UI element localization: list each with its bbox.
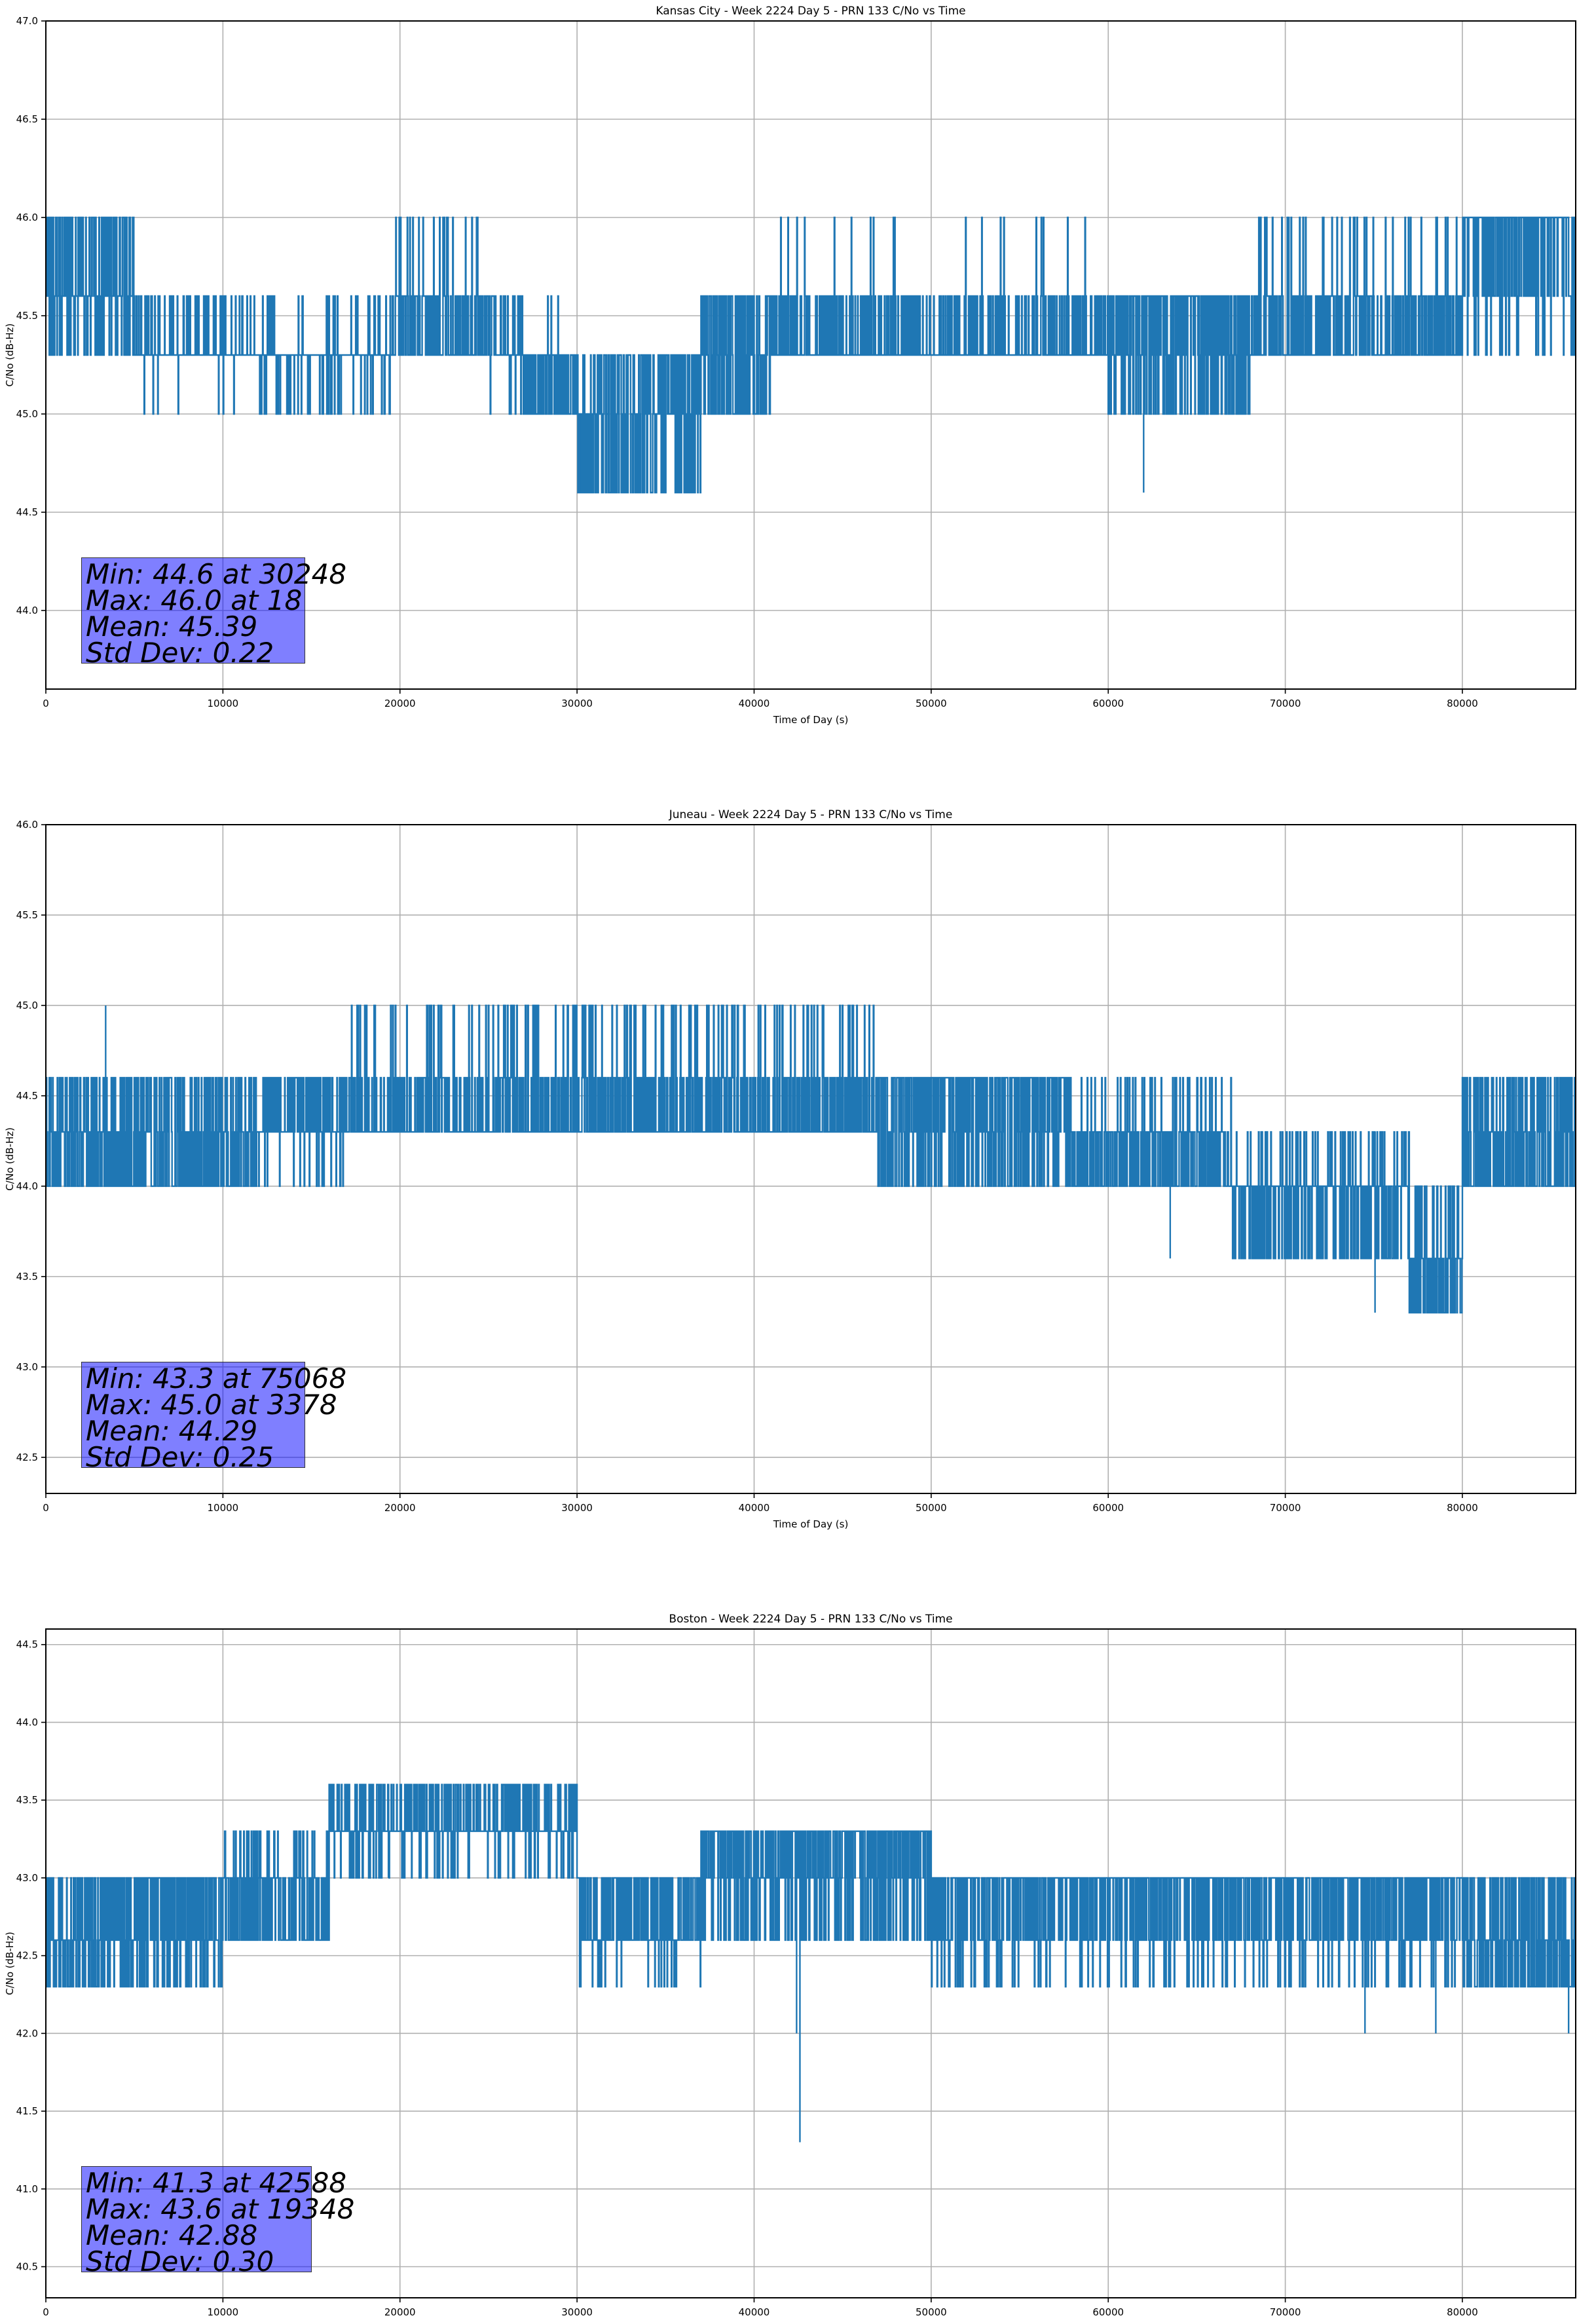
x-tick-label: 80000: [1447, 698, 1478, 709]
y-tick-label: 41.0: [16, 2183, 38, 2195]
chart-juneau: 0 10000 20000 30000 40000 50000 60000 70000 8000…: [4, 808, 1576, 1530]
x-tick-label: 70000: [1270, 698, 1301, 709]
x-tick-label: 20000: [384, 698, 416, 709]
y-tick-label: 44.5: [16, 506, 38, 518]
y-tick-label: 41.5: [16, 2105, 38, 2117]
x-tick-label: 0: [43, 1502, 49, 1514]
x-tick-label: 10000: [208, 1502, 239, 1514]
x-tick-label: 80000: [1447, 2306, 1478, 2318]
y-tick-label: 45.0: [16, 1000, 38, 1011]
x-tick-label: 20000: [384, 1502, 416, 1514]
stats-min: Min: 44.6 at 30248: [86, 558, 347, 590]
x-tick-label: 0: [43, 2306, 49, 2318]
y-tick-label: 42.5: [16, 1950, 38, 1962]
x-tick-label: 40000: [739, 698, 770, 709]
stats-std: Std Dev: 0.25: [86, 1441, 274, 1473]
x-tick-label: 50000: [916, 1502, 947, 1514]
stats-std: Std Dev: 0.22: [86, 637, 274, 669]
data-line-kansas-city: [45, 216, 1576, 494]
x-tick-label: 30000: [561, 1502, 593, 1514]
chart-kansas-city: 0 10000 20000 30000 40000 50000 60000 70000 8000…: [4, 5, 1576, 726]
x-tick-label: 70000: [1270, 2306, 1301, 2318]
stats-min: Min: 41.3 at 42588: [86, 2167, 347, 2199]
chart-title: Juneau - Week 2224 Day 5 - PRN 133 C/No …: [669, 808, 953, 821]
y-tick-label: 46.5: [16, 113, 38, 125]
axes-frame: [45, 1628, 1576, 2298]
x-tick-label: 10000: [208, 698, 239, 709]
stats-mean: Mean: 45.39: [86, 610, 258, 643]
y-tick-label: 47.0: [16, 15, 38, 27]
stats-max: Max: 43.6 at 19348: [86, 2193, 355, 2225]
y-tick-label: 44.0: [16, 1716, 38, 1728]
y-axis-label: C/No (dB-Hz): [4, 324, 16, 387]
y-tick-label: 43.5: [16, 1271, 38, 1283]
y-tick-label: 42.5: [16, 1452, 38, 1463]
y-tick-label: 40.5: [16, 2261, 38, 2273]
x-tick-label: 0: [43, 698, 49, 709]
chart-title: Kansas City - Week 2224 Day 5 - PRN 133 …: [656, 5, 965, 18]
stats-max: Max: 45.0 at 3378: [86, 1389, 337, 1421]
stats-box-kansas-city: Min: 44.6 at 30248 Max: 46.0 at 18 Mean:…: [81, 557, 347, 669]
y-tick-label: 42.0: [16, 2027, 38, 2039]
y-tick-label: 43.0: [16, 1361, 38, 1373]
y-tick-label: 44.0: [16, 605, 38, 616]
x-tick-label: 60000: [1092, 1502, 1124, 1514]
stats-mean: Mean: 42.88: [86, 2219, 258, 2251]
data-line-boston: [45, 1784, 1576, 1988]
y-tick-label: 45.0: [16, 408, 38, 420]
stats-box-juneau: Min: 43.3 at 75068 Max: 45.0 at 3378 Mea…: [81, 1362, 347, 1473]
y-tick-label: 46.0: [16, 212, 38, 223]
y-tick-label: 43.0: [16, 1872, 38, 1884]
data-line-juneau: [46, 1004, 1576, 1314]
x-tick-label: 10000: [208, 2306, 239, 2318]
x-axis-label: Time of Day (s): [773, 714, 849, 726]
stats-mean: Mean: 44.29: [86, 1415, 258, 1447]
y-tick-label: 45.5: [16, 310, 38, 322]
x-tick-label: 30000: [561, 2306, 593, 2318]
x-tick-label: 30000: [561, 698, 593, 709]
x-tick-label: 50000: [916, 2306, 947, 2318]
x-axis-label: Time of Day (s): [773, 2323, 849, 2324]
y-tick-label: 43.5: [16, 1794, 38, 1806]
axes-frame: [45, 824, 1576, 1494]
x-tick-label: 60000: [1092, 2306, 1124, 2318]
y-axis-label: C/No (dB-Hz): [4, 1932, 16, 1995]
chart-title: Boston - Week 2224 Day 5 - PRN 133 C/No …: [669, 1613, 952, 1626]
x-tick-label: 40000: [739, 2306, 770, 2318]
axes-frame: [45, 20, 1576, 690]
x-tick-label: 40000: [739, 1502, 770, 1514]
y-tick-label: 44.5: [16, 1090, 38, 1102]
stats-box-boston: Min: 41.3 at 42588 Max: 43.6 at 19348 Me…: [81, 2166, 355, 2277]
x-tick-label: 50000: [916, 698, 947, 709]
stats-max: Max: 46.0 at 18: [86, 584, 303, 616]
y-axis-label: C/No (dB-Hz): [4, 1127, 16, 1191]
x-tick-label: 60000: [1092, 698, 1124, 709]
y-tick-label: 44.5: [16, 1639, 38, 1651]
x-tick-label: 80000: [1447, 1502, 1478, 1514]
x-axis-label: Time of Day (s): [773, 1518, 849, 1530]
stats-std: Std Dev: 0.30: [86, 2245, 274, 2277]
x-tick-label: 70000: [1270, 1502, 1301, 1514]
y-tick-label: 45.5: [16, 909, 38, 921]
stats-min: Min: 43.3 at 75068: [86, 1362, 347, 1395]
y-tick-label: 44.0: [16, 1180, 38, 1192]
x-tick-label: 20000: [384, 2306, 416, 2318]
y-tick-label: 46.0: [16, 819, 38, 831]
